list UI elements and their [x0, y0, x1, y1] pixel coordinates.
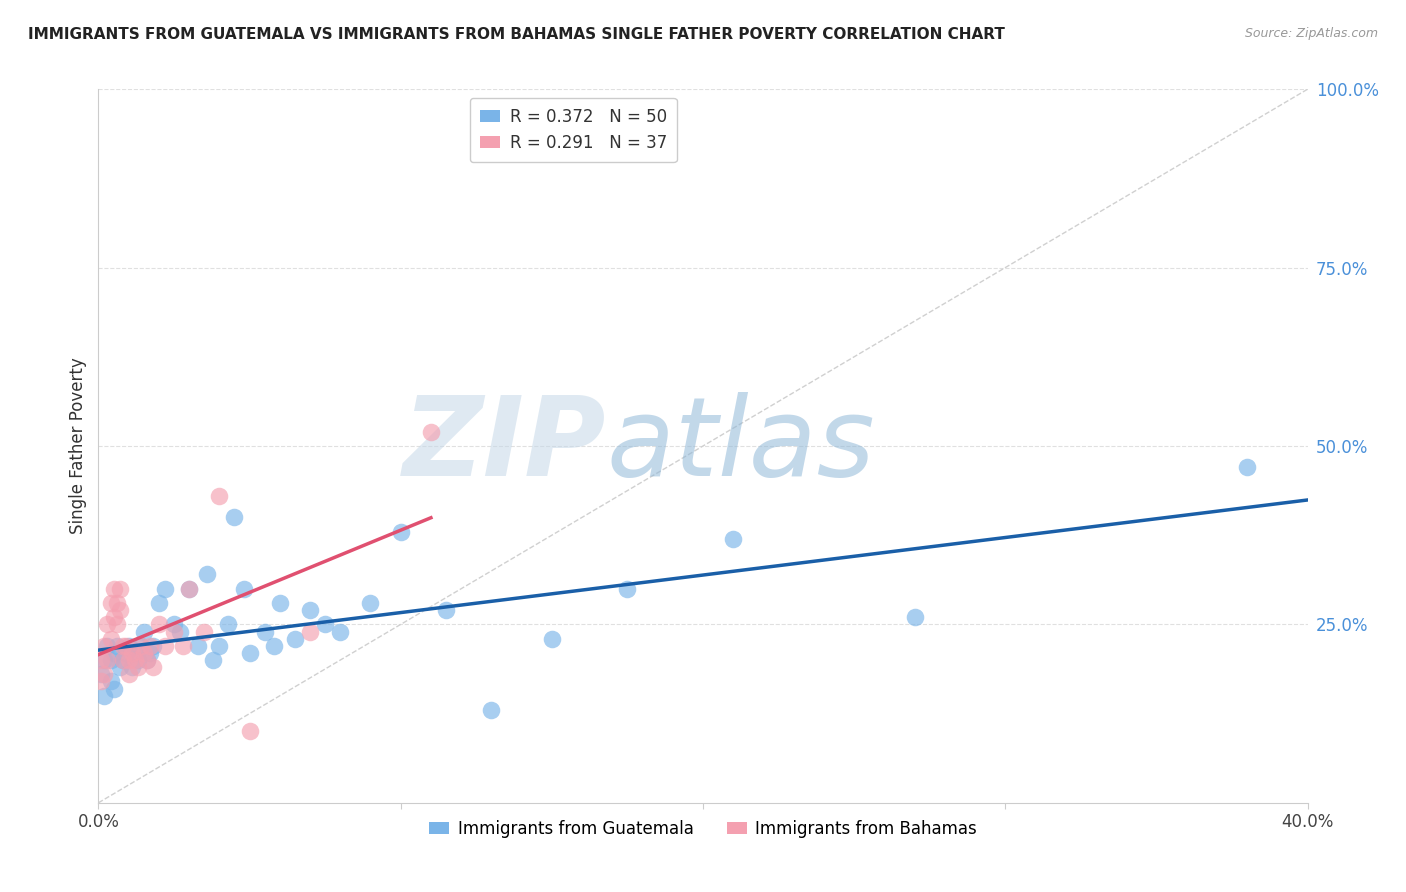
Point [105, 639, 128, 653]
Point [93, 639, 115, 653]
Point [114, 646, 136, 660]
Point [96, 617, 118, 632]
Point [127, 653, 149, 667]
Point [100, 596, 122, 610]
Point [100, 674, 122, 689]
Point [90, 674, 112, 689]
Point [103, 681, 125, 696]
Point [118, 653, 141, 667]
Point [239, 646, 262, 660]
Point [105, 596, 128, 610]
Point [105, 617, 128, 632]
Point [195, 567, 218, 582]
Point [434, 603, 457, 617]
Point [1236, 460, 1258, 475]
Point [129, 639, 152, 653]
Point [148, 596, 170, 610]
Point [540, 632, 562, 646]
Point [111, 639, 134, 653]
Point [96, 639, 118, 653]
Point [118, 639, 141, 653]
Point [90, 667, 112, 681]
Point [208, 489, 231, 503]
Point [93, 653, 115, 667]
Point [142, 660, 165, 674]
Point [121, 646, 143, 660]
Point [100, 653, 122, 667]
Text: ZIP: ZIP [402, 392, 606, 500]
Point [187, 639, 209, 653]
Text: IMMIGRANTS FROM GUATEMALA VS IMMIGRANTS FROM BAHAMAS SINGLE FATHER POVERTY CORRE: IMMIGRANTS FROM GUATEMALA VS IMMIGRANTS … [28, 27, 1005, 42]
Point [153, 582, 176, 596]
Point [179, 582, 201, 596]
Point [329, 624, 352, 639]
Point [253, 624, 276, 639]
Point [139, 646, 162, 660]
Point [118, 667, 141, 681]
Point [239, 724, 262, 739]
Point [127, 660, 149, 674]
Point [314, 617, 336, 632]
Point [108, 660, 131, 674]
Text: atlas: atlas [606, 392, 875, 500]
Legend: Immigrants from Guatemala, Immigrants from Bahamas: Immigrants from Guatemala, Immigrants fr… [423, 814, 983, 845]
Point [111, 653, 134, 667]
Point [217, 617, 239, 632]
Point [208, 639, 231, 653]
Point [129, 639, 152, 653]
Point [179, 582, 201, 596]
Point [224, 510, 246, 524]
Point [124, 653, 146, 667]
Point [284, 632, 307, 646]
Point [142, 639, 165, 653]
Point [263, 639, 285, 653]
Point [163, 617, 186, 632]
Point [103, 646, 125, 660]
Y-axis label: Single Father Poverty: Single Father Poverty [69, 358, 87, 534]
Point [299, 603, 322, 617]
Point [148, 617, 170, 632]
Point [232, 582, 254, 596]
Point [172, 639, 194, 653]
Point [616, 582, 638, 596]
Point [481, 703, 503, 717]
Point [389, 524, 412, 539]
Point [93, 667, 115, 681]
Point [269, 596, 291, 610]
Point [420, 425, 443, 439]
Point [169, 624, 191, 639]
Point [108, 582, 131, 596]
Point [139, 639, 162, 653]
Point [103, 582, 125, 596]
Point [108, 603, 131, 617]
Point [723, 532, 745, 546]
Point [90, 653, 112, 667]
Point [904, 610, 927, 624]
Point [202, 653, 225, 667]
Point [93, 689, 115, 703]
Point [124, 646, 146, 660]
Point [103, 610, 125, 624]
Point [111, 653, 134, 667]
Point [100, 632, 122, 646]
Point [193, 624, 215, 639]
Text: Source: ZipAtlas.com: Source: ZipAtlas.com [1244, 27, 1378, 40]
Point [299, 624, 322, 639]
Point [121, 660, 143, 674]
Point [153, 639, 176, 653]
Point [132, 646, 155, 660]
Point [132, 624, 155, 639]
Point [360, 596, 382, 610]
Point [96, 653, 118, 667]
Point [114, 639, 136, 653]
Point [135, 653, 157, 667]
Point [163, 624, 186, 639]
Point [135, 653, 157, 667]
